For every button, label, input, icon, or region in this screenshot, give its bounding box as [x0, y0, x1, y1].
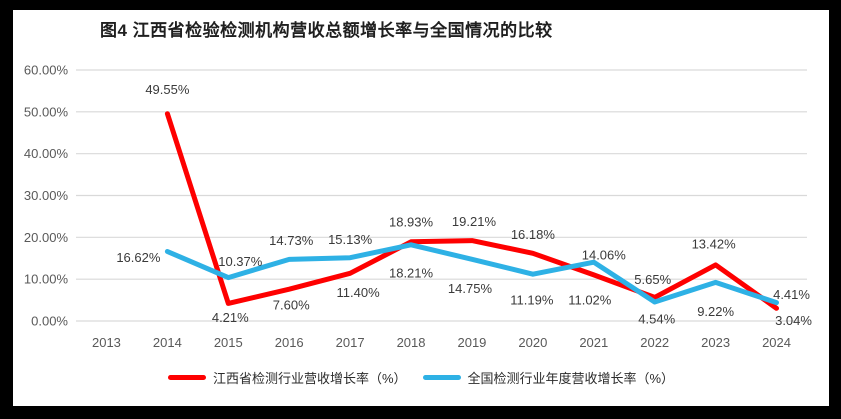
x-axis-tick-label: 2017 — [336, 335, 365, 350]
data-label-series-1: 14.06% — [582, 248, 627, 263]
data-label-series-1: 4.41% — [773, 287, 810, 302]
y-axis-tick-label: 20.00% — [24, 230, 69, 245]
line-chart: 60.00% 50.00% 40.00% 30.00% 20.00% 10.00% 0.00… — [24, 63, 812, 351]
y-axis-tick-label: 10.00% — [24, 272, 69, 287]
legend: 江西省检测行业营收增长率（%） 全国检测行业年度营收增长率（%） — [13, 364, 829, 390]
legend-item-national: 全国检测行业年度营收增长率（%） — [422, 368, 675, 387]
y-axis-tick-label: 50.00% — [24, 104, 69, 119]
red-line-swatch — [167, 374, 206, 380]
legend-item-jiangxi: 江西省检测行业营收增长率（%） — [167, 368, 407, 387]
legend-label-jiangxi: 江西省检测行业营收增长率（%） — [212, 370, 407, 386]
x-axis-tick-label: 2024 — [762, 335, 791, 350]
series-line-0 — [164, 111, 779, 311]
y-axis-tick-label: 30.00% — [24, 188, 69, 203]
data-label-series-1: 18.21% — [389, 265, 434, 280]
x-axis-tick-label: 2015 — [214, 335, 243, 350]
data-label-series-0: 3.04% — [775, 313, 812, 328]
data-label-series-1: 4.54% — [638, 312, 675, 327]
y-axis-tick-label: 40.00% — [24, 146, 69, 161]
chart-panel: 图4 江西省检验检测机构营收总额增长率与全国情况的比较 60.00% 50.00%… — [13, 10, 829, 406]
y-axis-tick-label: 0.00% — [31, 314, 68, 329]
data-label-series-0: 7.60% — [273, 298, 310, 313]
blue-line-swatch — [422, 374, 461, 380]
x-axis-tick-label: 2019 — [457, 335, 486, 350]
x-axis-tick-label: 2018 — [397, 335, 426, 350]
data-label-series-1: 9.22% — [697, 304, 734, 319]
chart-title: 图4 江西省检验检测机构营收总额增长率与全国情况的比较 — [100, 21, 553, 40]
data-label-series-0: 5.65% — [634, 272, 671, 287]
x-axis-tick-label: 2023 — [701, 335, 730, 350]
data-label-series-1: 11.19% — [510, 293, 554, 308]
data-label-series-1: 14.75% — [448, 281, 493, 296]
data-label-series-0: 11.40% — [337, 285, 381, 300]
data-label-series-0: 4.21% — [212, 310, 249, 325]
legend-label-national: 全国检测行业年度营收增长率（%） — [467, 370, 675, 386]
data-label-series-0: 18.93% — [389, 214, 434, 229]
data-label-series-1: 15.13% — [328, 232, 373, 247]
data-label-series-0: 11.02% — [568, 292, 612, 307]
x-axis-tick-label: 2013 — [92, 335, 121, 350]
data-label-series-0: 19.21% — [452, 214, 497, 229]
data-label-series-1: 14.73% — [269, 233, 314, 248]
y-axis-tick-label: 60.00% — [24, 63, 69, 78]
data-label-series-1: 16.62% — [116, 250, 161, 265]
data-label-series-0: 13.42% — [692, 236, 737, 251]
x-axis-tick-label: 2016 — [275, 335, 304, 350]
x-axis-tick-label: 2020 — [518, 335, 547, 350]
data-label-series-1: 10.37% — [218, 254, 263, 269]
x-axis-tick-label: 2014 — [153, 335, 182, 350]
data-label-series-0: 49.55% — [145, 82, 190, 97]
x-axis-tick-label: 2021 — [579, 335, 608, 350]
data-label-series-0: 16.18% — [511, 227, 556, 242]
series-line-1 — [164, 242, 779, 306]
x-axis-tick-label: 2022 — [640, 335, 669, 350]
